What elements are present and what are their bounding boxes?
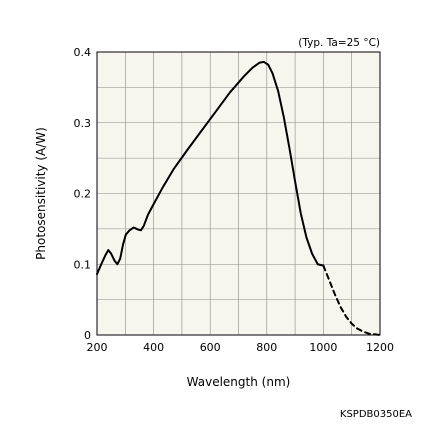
- y-tick-label: 0.2: [74, 188, 92, 201]
- x-axis-label: Wavelength (nm): [187, 375, 291, 389]
- y-tick-label: 0.4: [74, 46, 92, 59]
- y-tick-label: 0.1: [74, 258, 92, 271]
- x-axis-ticks: 200 400 600 800 1000 1200: [87, 341, 395, 354]
- y-axis-ticks: 0 0.1 0.2 0.3 0.4: [74, 46, 92, 342]
- series-group: [96, 60, 381, 336]
- x-tick-label: 1200: [366, 341, 394, 354]
- series-line: [96, 60, 325, 276]
- y-axis-label: Photosensitivity (A/W): [34, 127, 48, 260]
- plot-frame: [96, 51, 381, 336]
- x-tick-label: 600: [200, 341, 221, 354]
- y-tick-label: 0.3: [74, 117, 92, 130]
- series-line-dashed: [322, 264, 381, 336]
- y-tick-label: 0: [84, 329, 91, 342]
- x-tick-label: 800: [256, 341, 277, 354]
- grid: [97, 52, 380, 335]
- x-tick-label: 200: [87, 341, 108, 354]
- x-tick-label: 1000: [309, 341, 337, 354]
- x-tick-label: 400: [143, 341, 164, 354]
- figure-code: KSPDB0350EA: [340, 409, 412, 420]
- condition-note: (Typ. Ta=25 °C): [298, 37, 380, 49]
